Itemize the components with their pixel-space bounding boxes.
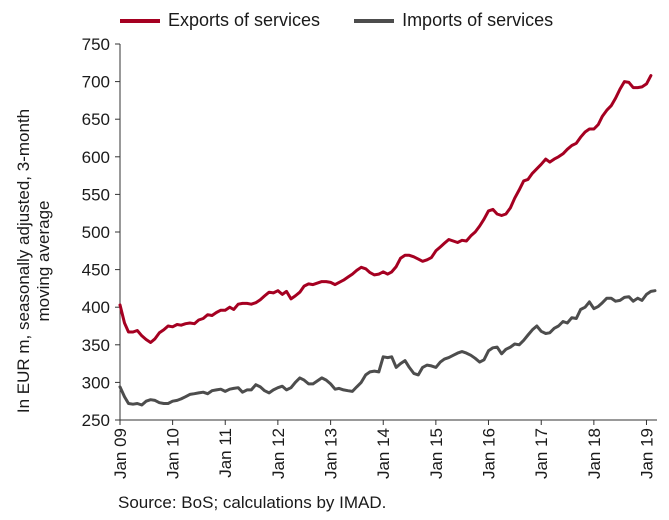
y-tick-label: 250 — [82, 411, 110, 430]
y-tick-label: 350 — [82, 336, 110, 355]
y-tick-label: 700 — [82, 73, 110, 92]
x-tick-label: Jan 12 — [269, 428, 288, 479]
axes: 250 300 350 400 450 500 550 600 650 700 750 Jan 09 J… — [82, 35, 657, 479]
y-tick-label: 650 — [82, 110, 110, 129]
source-note: Source: BoS; calculations by IMAD. — [118, 493, 387, 512]
y-tick-label: 600 — [82, 148, 110, 167]
imports-series-line — [118, 289, 657, 407]
x-tick-label: Jan 19 — [637, 428, 656, 479]
x-tick-label: Jan 11 — [216, 428, 235, 478]
legend: Exports of services Imports of services — [120, 10, 553, 31]
x-tick-label: Jan 16 — [479, 428, 498, 479]
x-tick-label: Jan 10 — [164, 428, 183, 479]
x-tick-label: Jan 17 — [532, 428, 551, 479]
legend-swatch-imports — [354, 18, 395, 23]
x-tick-label: Jan 18 — [585, 428, 604, 479]
y-tick-label: 500 — [82, 223, 110, 242]
series-lines — [118, 74, 657, 407]
y-axis-title: In EUR m, seasonally adjusted, 3-month m… — [14, 108, 53, 414]
legend-swatch-exports — [120, 18, 160, 23]
x-tick-label: Jan 09 — [111, 428, 130, 479]
x-tick-label: Jan 14 — [374, 428, 393, 479]
legend-item-imports: Imports of services — [354, 10, 553, 31]
y-tick-label: 550 — [82, 185, 110, 204]
legend-label-imports: Imports of services — [402, 10, 554, 30]
legend-item-exports: Exports of services — [120, 10, 320, 31]
legend-label-exports: Exports of services — [168, 10, 321, 30]
y-tick-label: 400 — [82, 298, 110, 317]
exports-series-line — [118, 74, 653, 344]
y-tick-label: 450 — [82, 261, 110, 280]
y-tick-label: 750 — [82, 35, 110, 54]
x-tick-label: Jan 15 — [427, 428, 446, 479]
x-tick-label: Jan 13 — [322, 428, 341, 479]
y-tick-label: 300 — [82, 373, 110, 392]
